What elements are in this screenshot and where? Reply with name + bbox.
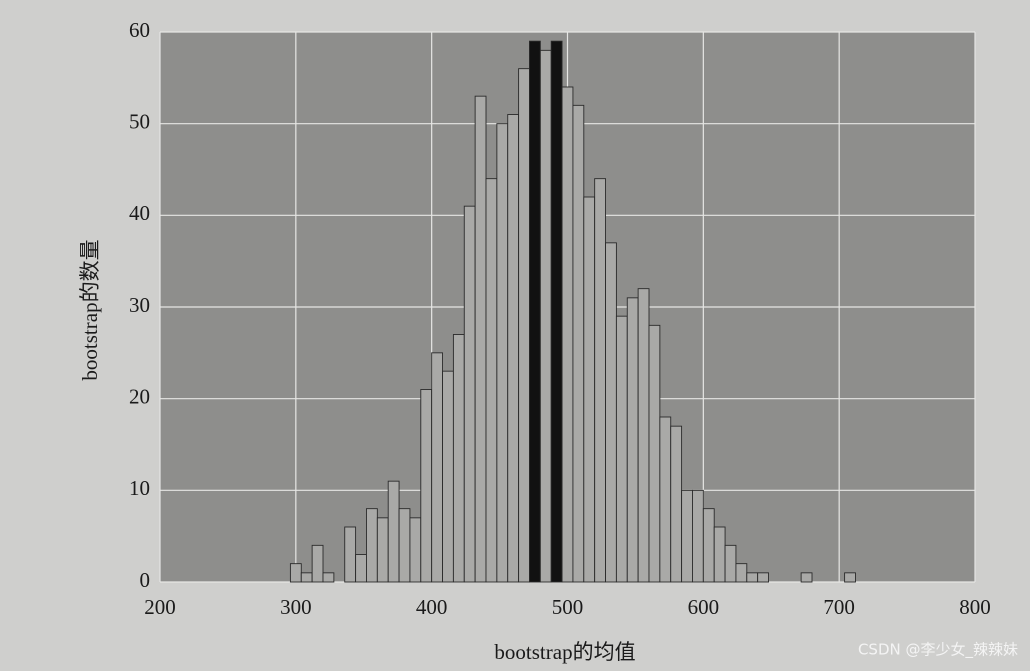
x-tick-label: 500 xyxy=(552,595,584,619)
y-axis-label: bootstrap的数量 xyxy=(78,239,102,380)
bar xyxy=(539,49,552,583)
bar xyxy=(735,563,748,583)
y-tick-label: 0 xyxy=(140,568,151,592)
bar xyxy=(572,104,585,583)
y-tick-label: 30 xyxy=(129,293,150,317)
bar xyxy=(311,544,324,583)
x-tick-label: 600 xyxy=(688,595,720,619)
bar xyxy=(463,205,476,583)
bar xyxy=(713,526,726,583)
bar xyxy=(550,40,563,583)
bar xyxy=(507,114,520,583)
bar xyxy=(844,572,856,583)
bar xyxy=(289,563,302,583)
bar xyxy=(800,572,813,583)
y-tick-label: 60 xyxy=(129,18,150,42)
bar xyxy=(605,242,617,583)
bar xyxy=(376,517,389,583)
bar xyxy=(561,86,574,583)
bar xyxy=(518,68,530,583)
y-tick-label: 20 xyxy=(129,384,150,408)
bar xyxy=(452,334,465,583)
bar xyxy=(692,489,704,583)
bar xyxy=(442,370,454,583)
bar xyxy=(431,352,443,583)
bar xyxy=(496,123,509,583)
x-tick-label: 200 xyxy=(144,595,176,619)
y-tick-label: 50 xyxy=(129,109,150,133)
bar xyxy=(594,178,606,583)
bar xyxy=(409,517,422,583)
bar xyxy=(702,508,715,583)
bar xyxy=(583,196,596,583)
bar xyxy=(659,416,672,583)
bar xyxy=(322,572,335,583)
bar xyxy=(300,572,313,583)
bar xyxy=(474,95,487,583)
bar xyxy=(670,425,683,583)
x-tick-label: 800 xyxy=(959,595,991,619)
bar xyxy=(420,389,433,583)
bar xyxy=(681,489,693,583)
bar xyxy=(366,508,378,583)
watermark: CSDN @李少女_辣辣妹 xyxy=(858,641,1018,660)
bar xyxy=(746,572,759,583)
bar xyxy=(648,324,661,583)
y-tick-label: 40 xyxy=(129,201,150,225)
bar xyxy=(637,288,650,583)
bar xyxy=(398,508,411,583)
x-tick-label: 400 xyxy=(416,595,448,619)
bar xyxy=(615,315,628,583)
bar xyxy=(626,297,639,583)
bar xyxy=(485,178,498,583)
x-tick-label: 300 xyxy=(280,595,312,619)
bar xyxy=(387,480,400,583)
y-tick-label: 10 xyxy=(129,476,150,500)
bar xyxy=(355,554,367,583)
x-tick-label: 700 xyxy=(823,595,855,619)
bar xyxy=(724,544,737,583)
bar xyxy=(529,40,541,583)
bar xyxy=(757,572,769,583)
bar xyxy=(344,526,357,583)
x-axis-label: bootstrap的均值 xyxy=(494,640,635,664)
